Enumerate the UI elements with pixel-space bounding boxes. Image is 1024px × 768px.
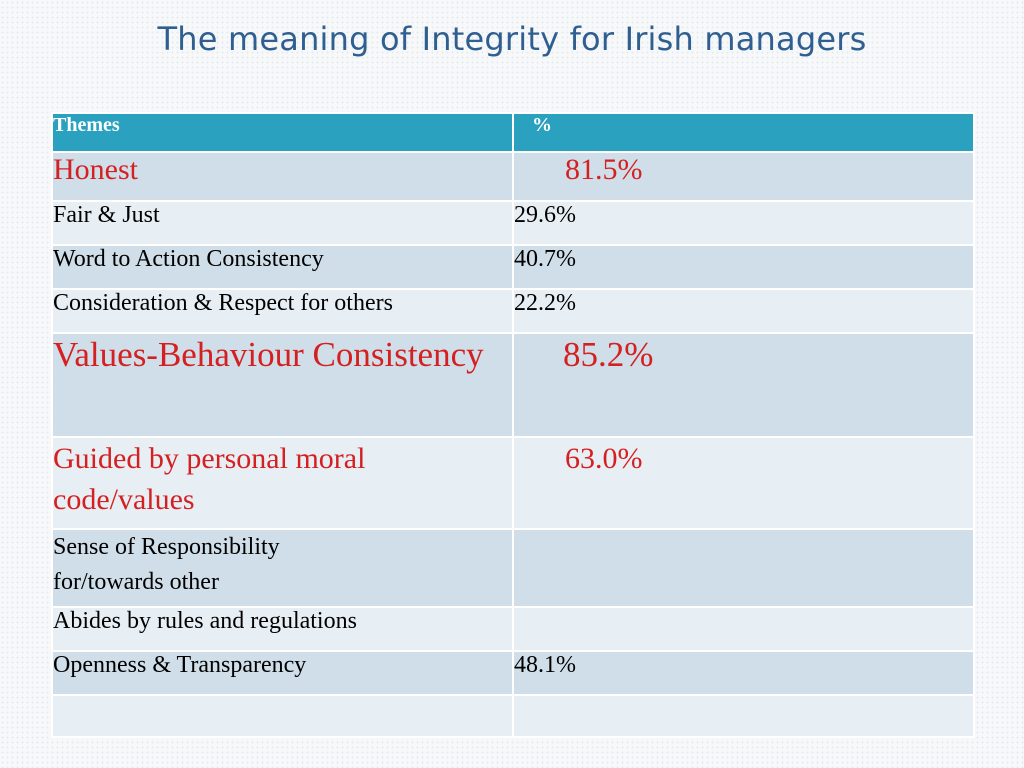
theme-cell: Openness & Transparency <box>51 650 514 696</box>
table-row: Word to Action Consistency 40.7% <box>51 244 975 290</box>
theme-cell: Fair & Just <box>51 200 514 246</box>
table-row: Guided by personal moral code/values 63.… <box>51 436 975 530</box>
table-row: Sense of Responsibility for/towards othe… <box>51 528 975 608</box>
theme-cell <box>51 694 514 738</box>
table-row: Consideration & Respect for others 22.2% <box>51 288 975 334</box>
percent-cell: 85.2% <box>512 332 975 438</box>
themes-table: Themes % Honest 81.5% Fair & Just 29.6% … <box>51 112 975 738</box>
slide-title: The meaning of Integrity for Irish manag… <box>157 20 867 58</box>
theme-cell: Sense of Responsibility for/towards othe… <box>51 528 514 608</box>
table-row: Openness & Transparency 48.1% <box>51 650 975 696</box>
table-row: Honest 81.5% <box>51 151 975 202</box>
table-row: Fair & Just 29.6% <box>51 200 975 246</box>
percent-cell: 40.7% <box>512 244 975 290</box>
table-row: Abides by rules and regulations <box>51 606 975 652</box>
theme-cell: Consideration & Respect for others <box>51 288 514 334</box>
table-row: Values-Behaviour Consistency 85.2% <box>51 332 975 438</box>
theme-cell: Honest <box>51 151 514 202</box>
header-percent: % <box>512 112 975 153</box>
theme-cell: Guided by personal moral code/values <box>51 436 514 530</box>
percent-cell: 63.0% <box>512 436 975 530</box>
percent-cell: 48.1% <box>512 650 975 696</box>
table-row <box>51 694 975 738</box>
percent-cell <box>512 606 975 652</box>
table-header-row: Themes % <box>51 112 975 153</box>
theme-cell: Abides by rules and regulations <box>51 606 514 652</box>
header-themes: Themes <box>51 112 514 153</box>
percent-cell: 29.6% <box>512 200 975 246</box>
percent-cell <box>512 694 975 738</box>
theme-cell: Values-Behaviour Consistency <box>51 332 514 438</box>
theme-cell-text: Sense of Responsibility for/towards othe… <box>53 534 280 595</box>
percent-cell: 81.5% <box>512 151 975 202</box>
percent-cell <box>512 528 975 608</box>
theme-cell: Word to Action Consistency <box>51 244 514 290</box>
percent-cell: 22.2% <box>512 288 975 334</box>
